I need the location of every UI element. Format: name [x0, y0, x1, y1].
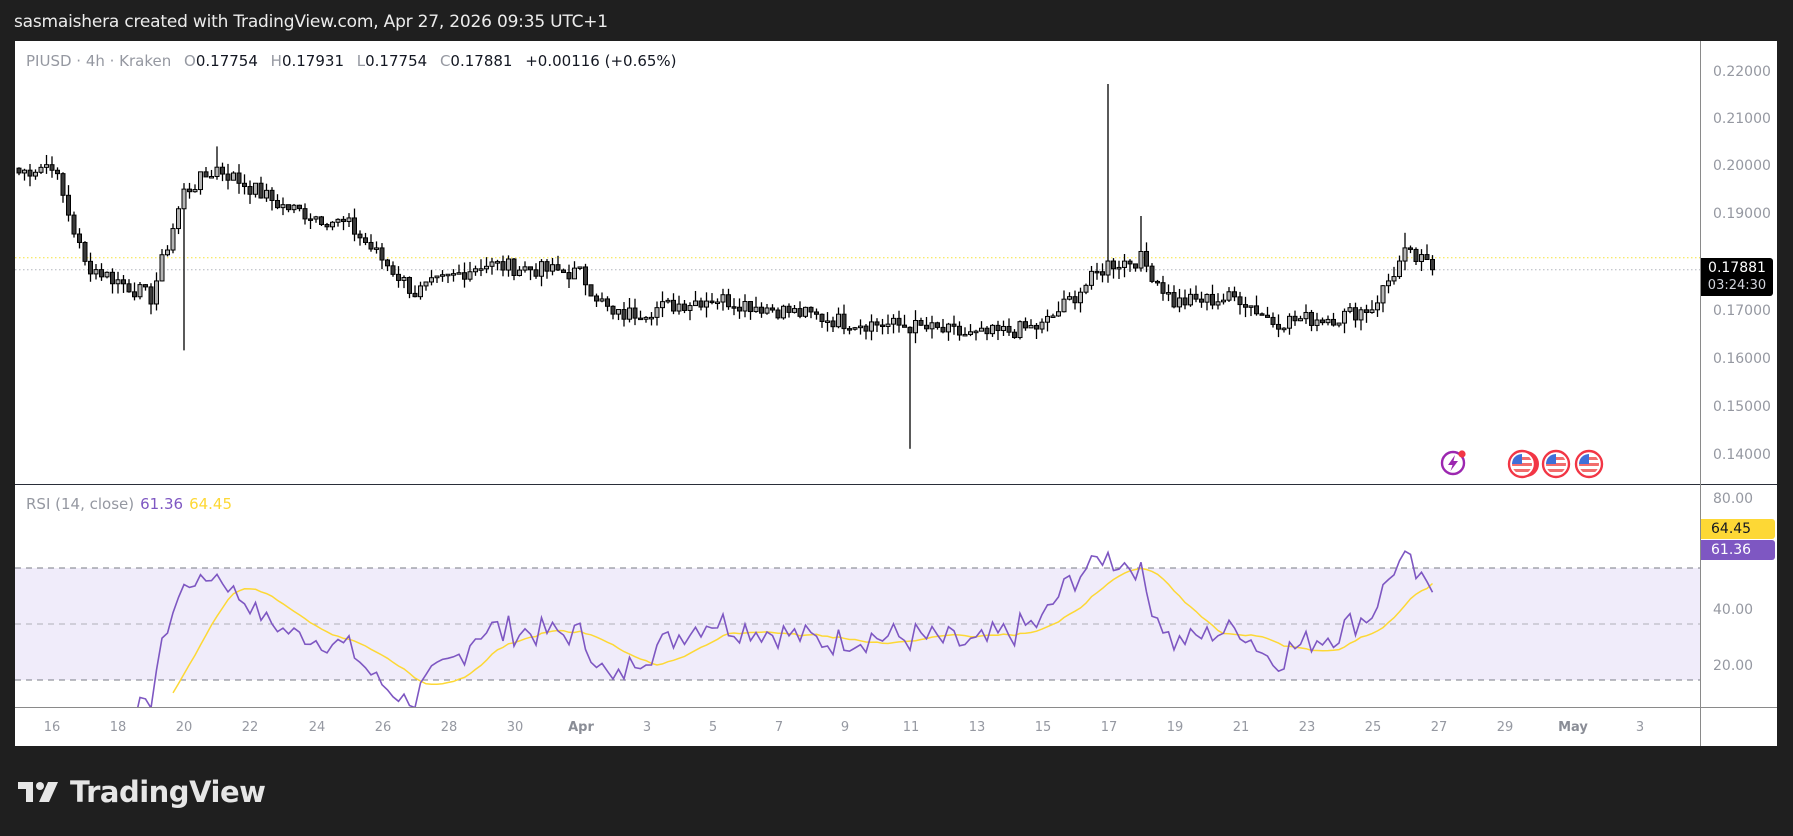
open-value: 0.17754 [195, 52, 258, 70]
symbol-legend: PIUSD · 4h · Kraken O0.17754 H0.17931 L0… [26, 52, 677, 70]
chart-container[interactable]: PIUSD · 4h · Kraken O0.17754 H0.17931 L0… [15, 41, 1777, 746]
price-tick: 0.22000 [1713, 64, 1771, 80]
brand-name: TradingView [70, 775, 266, 809]
us-flag-icon[interactable] [1541, 448, 1575, 484]
time-tick: 22 [241, 720, 259, 735]
last-price-value: 0.17881 [1708, 260, 1766, 276]
rsi-title[interactable]: RSI (14, close) [26, 495, 135, 513]
price-pane[interactable]: PIUSD · 4h · Kraken O0.17754 H0.17931 L0… [15, 41, 1700, 484]
time-tick: 30 [506, 720, 524, 735]
time-tick: 29 [1496, 720, 1514, 735]
us-flag-icon[interactable] [1507, 448, 1541, 484]
time-tick: 26 [374, 720, 392, 735]
tradingview-logo: TradingView [18, 775, 266, 809]
time-tick: 18 [109, 720, 127, 735]
price-tick: 0.19000 [1713, 206, 1771, 222]
rsi-ma-value: 64.45 [189, 495, 233, 513]
time-tick: 9 [840, 720, 850, 735]
axis-corner [1700, 707, 1777, 747]
rsi-ma-badge: 64.45 [1701, 519, 1775, 539]
time-tick: 25 [1364, 720, 1382, 735]
price-tick: 0.16000 [1713, 351, 1771, 367]
rsi-value: 61.36 [140, 495, 184, 513]
time-tick: Apr [568, 720, 594, 735]
price-tick: 0.15000 [1713, 399, 1771, 415]
rsi-value-badge: 61.36 [1701, 540, 1775, 560]
last-price-badge: 0.17881 03:24:30 [1701, 258, 1773, 296]
time-tick: 15 [1034, 720, 1052, 735]
time-tick: 17 [1100, 720, 1118, 735]
time-tick: 7 [774, 720, 784, 735]
low-value: 0.17754 [365, 52, 428, 70]
low-label: L [356, 52, 366, 70]
rsi-axis[interactable]: 80.00 40.00 20.00 64.45 61.36 [1701, 485, 1777, 707]
tradingview-logo-icon [18, 782, 58, 802]
time-tick: 24 [308, 720, 326, 735]
rsi-tick: 20.00 [1713, 658, 1754, 674]
us-flag-icon[interactable] [1574, 448, 1608, 484]
chart-caption: sasmaishera created with TradingView.com… [14, 12, 608, 32]
time-tick: 3 [1635, 720, 1645, 735]
close-label: C [439, 52, 451, 70]
rsi-series [15, 550, 1700, 707]
price-tick: 0.21000 [1713, 111, 1771, 127]
time-tick: 21 [1232, 720, 1250, 735]
time-axis[interactable]: 16 18 20 22 24 26 28 30 Apr 3 5 7 9 11 13 15 17 19 21 23 25 2… [15, 707, 1700, 747]
time-tick: 28 [440, 720, 458, 735]
rsi-tick: 40.00 [1713, 602, 1754, 618]
price-axis[interactable]: 0.22000 0.21000 0.20000 0.19000 0.17000 … [1701, 41, 1777, 484]
time-tick: 5 [708, 720, 718, 735]
price-tick: 0.17000 [1713, 303, 1771, 319]
lightning-icon[interactable] [1438, 448, 1468, 482]
open-label: O [184, 52, 196, 70]
pane-divider[interactable] [15, 484, 1777, 485]
candlestick-series [15, 84, 1700, 449]
price-tick: 0.14000 [1713, 447, 1771, 463]
high-label: H [270, 52, 282, 70]
rsi-legend: RSI (14, close) 61.36 64.45 [26, 495, 232, 513]
time-tick: 3 [642, 720, 652, 735]
symbol-title[interactable]: PIUSD · 4h · Kraken [26, 52, 172, 70]
time-tick: 11 [902, 720, 920, 735]
time-tick: 20 [175, 720, 193, 735]
time-tick: 23 [1298, 720, 1316, 735]
rsi-pane[interactable]: RSI (14, close) 61.36 64.45 [15, 485, 1700, 707]
time-tick: May [1558, 720, 1588, 735]
time-tick: 19 [1166, 720, 1184, 735]
price-axis-border [1700, 41, 1701, 746]
change-value: +0.00116 (+0.65%) [525, 52, 677, 70]
time-tick: 27 [1430, 720, 1448, 735]
time-tick: 16 [43, 720, 61, 735]
bar-countdown: 03:24:30 [1707, 278, 1767, 293]
close-value: 0.17881 [450, 52, 513, 70]
high-value: 0.17931 [281, 52, 344, 70]
rsi-tick: 80.00 [1713, 491, 1754, 507]
price-tick: 0.20000 [1713, 158, 1771, 174]
time-tick: 13 [968, 720, 986, 735]
